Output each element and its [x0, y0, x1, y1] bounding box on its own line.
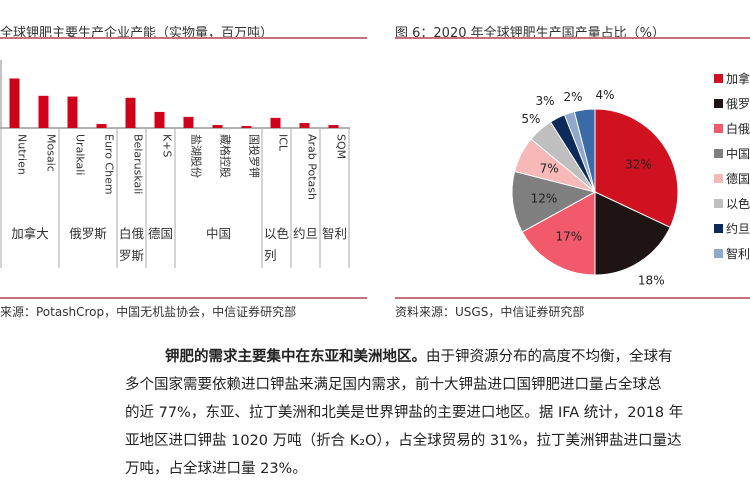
group-label: 中国 [206, 226, 231, 241]
slice-label: 17% [555, 229, 582, 243]
category-label: K+S [161, 134, 174, 157]
bar [183, 116, 194, 128]
source-rule [0, 297, 367, 299]
pie-slice [511, 170, 597, 233]
legend-label: 俄罗斯 [726, 97, 750, 111]
pie-chart: 32% 18% 17% 12% 7% 5% 3% 2% 4% [511, 88, 679, 288]
bar [328, 125, 339, 128]
legend-label: 智利 [726, 247, 750, 261]
group-label: 智利 [322, 226, 347, 241]
pie-legend: 加拿大俄罗斯白俄罗斯中国德国以色列约旦智利 [714, 66, 750, 266]
legend-swatch [714, 149, 723, 158]
pie-slice [573, 108, 596, 193]
bar [96, 124, 107, 128]
category-label: Uralkali [74, 134, 87, 175]
paragraph-line: 万吨，占全球进口量 23%。 [125, 461, 307, 477]
paragraph-line: 由于钾资源分布的高度不均衡，全球有 [426, 349, 673, 365]
group-label: 白俄 [119, 226, 145, 241]
category-label: Arab Potash [306, 134, 319, 200]
category-label: 盐湖股份 [190, 134, 203, 178]
bar-chart-source: 来源：PotashCrop，中国无机盐协会，中信证券研究部 [0, 305, 297, 319]
paragraph-line: 多个国家需要依赖进口钾盐来满足国内需求，前十大钾盐进口国钾肥进口量占全球总 [125, 377, 662, 393]
bar [154, 111, 165, 128]
pie-slice [594, 191, 671, 276]
legend-item: 中国 [714, 141, 750, 166]
paragraph-line: 亚地区进口钾盐 1020 万吨（折合 K₂O），占全球贸易的 31%，拉丁美洲钾… [125, 433, 682, 449]
legend-item: 加拿大 [714, 66, 750, 91]
group-label: 德国 [148, 226, 173, 241]
category-label: Mosaic [45, 134, 58, 172]
slice-label: 32% [625, 157, 652, 171]
source-rule [395, 297, 750, 299]
legend-item: 约旦 [714, 216, 750, 241]
legend-label: 以色列 [726, 197, 750, 211]
bar-chart: Nutrien Mosaic Uralkali Euro Chem Belaruskal… [0, 60, 350, 268]
legend-label: 约旦 [726, 222, 750, 236]
slice-label: 4% [595, 88, 614, 102]
category-label: Euro Chem [103, 134, 116, 195]
pie-chart-source: 资料来源：USGS，中信证券研究部 [395, 305, 585, 319]
legend-swatch [714, 199, 723, 208]
group-label: 加拿大 [11, 226, 49, 241]
bar [9, 78, 20, 128]
group-label: 以色 [264, 226, 290, 241]
slice-label: 3% [535, 94, 554, 108]
body-paragraph: 钾肥的需求主要集中在东亚和美洲地区。由于钾资源分布的高度不均衡，全球有 多个国家… [125, 343, 750, 483]
pie-slice [594, 108, 679, 229]
category-label: Nutrien [16, 134, 29, 175]
bar [270, 117, 281, 128]
paragraph-line: 的近 77%，东亚、拉丁美洲和北美是世界钾盐的主要进口地区。据 IFA 统计，2… [125, 405, 684, 421]
bar [299, 123, 310, 128]
slice-label: 12% [531, 191, 558, 205]
title-rule [0, 37, 367, 39]
category-label: 藏格控股 [219, 134, 233, 178]
legend-swatch [714, 174, 723, 183]
bar [241, 126, 252, 128]
legend-label: 加拿大 [726, 72, 750, 86]
title-rule [395, 37, 750, 39]
pie-slice [521, 191, 596, 276]
legend-swatch [714, 249, 723, 258]
slice-label: 7% [540, 162, 559, 176]
category-label: SQM [335, 134, 348, 159]
legend-item: 德国 [714, 166, 750, 191]
group-label: 约旦 [293, 226, 318, 241]
legend-item: 俄罗斯 [714, 91, 750, 116]
slice-label: 18% [638, 274, 665, 288]
paragraph-lead: 钾肥的需求主要集中在东亚和美洲地区。 [165, 349, 426, 365]
legend-item: 以色列 [714, 191, 750, 216]
legend-label: 中国 [726, 147, 750, 161]
bar [125, 97, 136, 128]
slice-label: 2% [563, 90, 582, 104]
legend-item: 智利 [714, 241, 750, 266]
category-label: Belaruskali [132, 134, 145, 194]
slice-label: 5% [521, 112, 540, 126]
legend-swatch [714, 224, 723, 233]
legend-swatch [714, 99, 723, 108]
group-label: 罗斯 [119, 248, 144, 263]
category-label: ICL [277, 134, 290, 152]
group-label: 列 [264, 248, 277, 263]
category-label: 国投罗钾 [248, 134, 262, 178]
legend-swatch [714, 74, 723, 83]
bar [38, 95, 49, 128]
group-label: 俄罗斯 [69, 226, 107, 241]
bar [67, 96, 78, 128]
legend-swatch [714, 124, 723, 133]
legend-label: 德国 [726, 172, 750, 186]
bar [212, 125, 223, 128]
